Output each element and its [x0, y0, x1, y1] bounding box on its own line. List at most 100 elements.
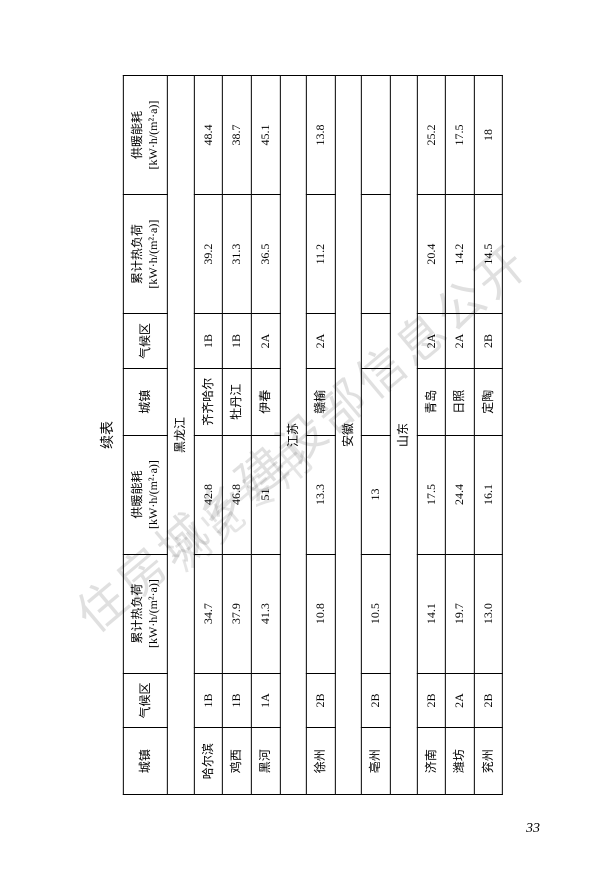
- table-cell: [362, 313, 391, 368]
- header-zone-left: 气候区: [123, 673, 167, 728]
- table-row: 济南2B14.117.5青岛2A20.425.2: [417, 75, 446, 794]
- table-cell: 13.3: [307, 435, 336, 554]
- table-cell: 2A: [445, 673, 474, 728]
- table-row: 哈尔滨1B34.742.8齐齐哈尔1B39.248.4: [194, 75, 223, 794]
- table-cell: 11.2: [307, 194, 336, 313]
- table-cell: 31.3: [223, 194, 252, 313]
- table-cell: 51: [251, 435, 280, 554]
- table-cell: 2A: [307, 313, 336, 368]
- table-cell: 2B: [417, 673, 446, 728]
- table-cell: 潍坊: [445, 727, 474, 794]
- table-cell: 青岛: [417, 368, 446, 435]
- table-cell: 42.8: [194, 435, 223, 554]
- table-cell: 1B: [223, 313, 252, 368]
- table-cell: 38.7: [223, 75, 252, 194]
- table-cell: 牡丹江: [223, 368, 252, 435]
- table-cell: 25.2: [417, 75, 446, 194]
- table-cell: 24.4: [445, 435, 474, 554]
- province-cell: 黑龙江: [168, 75, 195, 794]
- table-header-row: 城镇 气候区 累计热负荷 [kW·h/(m²·a)] 供暖能耗 [kW·h/(m…: [123, 75, 167, 794]
- table-row: 黑河1A41.351伊春2A36.545.1: [251, 75, 280, 794]
- table-row: 鸡西1B37.946.8牡丹江1B31.338.7: [223, 75, 252, 794]
- table-cell: 鸡西: [223, 727, 252, 794]
- table-cell: 20.4: [417, 194, 446, 313]
- table-row: 兖州2B13.016.1定陶2B14.518: [474, 75, 503, 794]
- table-cell: 13.0: [474, 554, 503, 673]
- table-cell: 哈尔滨: [194, 727, 223, 794]
- table-cell: 16.1: [474, 435, 503, 554]
- table-cell: 14.5: [474, 194, 503, 313]
- header-energy-unit: [kW·h/(m²·a)]: [145, 460, 159, 529]
- table-cell: 2A: [445, 313, 474, 368]
- table-cell: 13.8: [307, 75, 336, 194]
- table-cell: [362, 194, 391, 313]
- header-load-left: 累计热负荷 [kW·h/(m²·a)]: [123, 554, 167, 673]
- table-body: 黑龙江哈尔滨1B34.742.8齐齐哈尔1B39.248.4鸡西1B37.946…: [168, 75, 503, 794]
- table-cell: 34.7: [194, 554, 223, 673]
- province-row: 山东: [390, 75, 417, 794]
- table-cell: 1B: [194, 673, 223, 728]
- table-cell: 济南: [417, 727, 446, 794]
- table-cell: 1B: [223, 673, 252, 728]
- table-cell: 2B: [474, 673, 503, 728]
- rotated-table-container: 续表 城镇 气候区 累计热负荷 [kW·h/(m²·a)] 供暖能耗 [kW·h…: [97, 75, 503, 795]
- header-load-unit: [kW·h/(m²·a)]: [145, 579, 159, 648]
- header-load-label-r: 累计热负荷: [130, 224, 144, 284]
- province-row: 黑龙江: [168, 75, 195, 794]
- header-energy-right: 供暖能耗 [kW·h/(m²·a)]: [123, 75, 167, 194]
- table-cell: 1A: [251, 673, 280, 728]
- header-energy-label: 供暖能耗: [130, 470, 144, 518]
- table-cell: 37.9: [223, 554, 252, 673]
- table-cell: 2B: [362, 673, 391, 728]
- table-cell: 徐州: [307, 727, 336, 794]
- table-cell: 46.8: [223, 435, 252, 554]
- province-cell: 山东: [390, 75, 417, 794]
- table-row: 徐州2B10.813.3赣榆2A11.213.8: [307, 75, 336, 794]
- header-load-right: 累计热负荷 [kW·h/(m²·a)]: [123, 194, 167, 313]
- table-cell: 2A: [417, 313, 446, 368]
- province-row: 安徽: [335, 75, 362, 794]
- page-container: 住房城乡建设部信息公开 浏览专用 续表 城镇 气候区 累计热负荷 [kW·h/(…: [0, 0, 600, 869]
- table-cell: [362, 368, 391, 435]
- table-cell: 2B: [474, 313, 503, 368]
- data-table: 城镇 气候区 累计热负荷 [kW·h/(m²·a)] 供暖能耗 [kW·h/(m…: [123, 75, 503, 795]
- header-zone-right: 气候区: [123, 313, 167, 368]
- table-cell: [362, 75, 391, 194]
- table-cell: 2B: [307, 673, 336, 728]
- table-cell: 日照: [445, 368, 474, 435]
- header-energy-left: 供暖能耗 [kW·h/(m²·a)]: [123, 435, 167, 554]
- table-cell: 14.2: [445, 194, 474, 313]
- table-cell: 19.7: [445, 554, 474, 673]
- table-cell: 36.5: [251, 194, 280, 313]
- table-cell: 兖州: [474, 727, 503, 794]
- table-cell: 2A: [251, 313, 280, 368]
- table-cell: 41.3: [251, 554, 280, 673]
- table-cell: 13: [362, 435, 391, 554]
- province-row: 江苏: [280, 75, 307, 794]
- table-cell: 45.1: [251, 75, 280, 194]
- header-city-left: 城镇: [123, 727, 167, 794]
- header-energy-label-r: 供暖能耗: [130, 111, 144, 159]
- table-cell: 亳州: [362, 727, 391, 794]
- table-cell: 齐齐哈尔: [194, 368, 223, 435]
- header-load-label: 累计热负荷: [130, 583, 144, 643]
- table-cell: 14.1: [417, 554, 446, 673]
- table-cell: 39.2: [194, 194, 223, 313]
- table-cell: 定陶: [474, 368, 503, 435]
- table-caption: 续表: [97, 75, 117, 795]
- table-cell: 17.5: [417, 435, 446, 554]
- table-cell: 1B: [194, 313, 223, 368]
- table-row: 亳州2B10.513: [362, 75, 391, 794]
- table-cell: 伊春: [251, 368, 280, 435]
- header-city-right: 城镇: [123, 368, 167, 435]
- table-cell: 赣榆: [307, 368, 336, 435]
- province-cell: 江苏: [280, 75, 307, 794]
- table-row: 潍坊2A19.724.4日照2A14.217.5: [445, 75, 474, 794]
- table-cell: 10.8: [307, 554, 336, 673]
- province-cell: 安徽: [335, 75, 362, 794]
- table-cell: 48.4: [194, 75, 223, 194]
- table-cell: 10.5: [362, 554, 391, 673]
- header-energy-unit-r: [kW·h/(m²·a)]: [145, 100, 159, 169]
- table-cell: 17.5: [445, 75, 474, 194]
- table-cell: 黑河: [251, 727, 280, 794]
